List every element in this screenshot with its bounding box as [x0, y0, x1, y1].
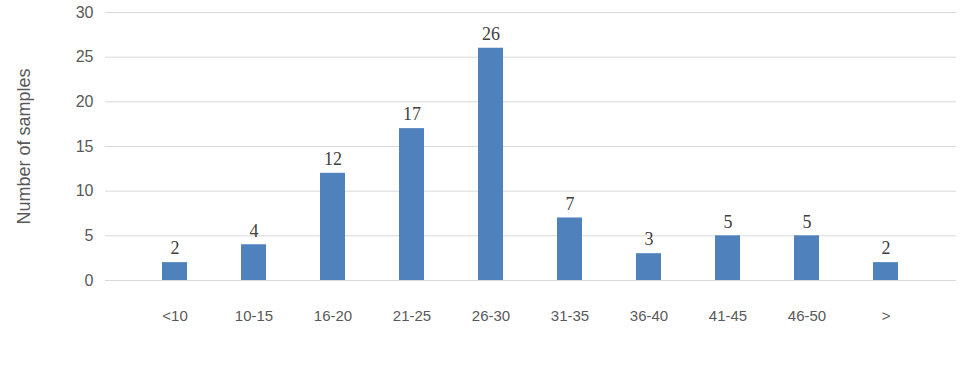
svg-text:21-25: 21-25: [393, 307, 431, 324]
svg-text:12: 12: [324, 149, 342, 169]
svg-text:41-45: 41-45: [709, 307, 747, 324]
svg-text:25: 25: [76, 48, 94, 65]
svg-text:31-35: 31-35: [551, 307, 589, 324]
svg-text:>: >: [882, 307, 891, 324]
svg-text:2: 2: [882, 238, 891, 258]
svg-text:17: 17: [403, 104, 421, 124]
svg-text:5: 5: [85, 227, 94, 244]
svg-text:36-40: 36-40: [630, 307, 668, 324]
svg-text:4: 4: [250, 221, 259, 241]
svg-text:20: 20: [76, 93, 94, 110]
svg-text:Number of samples: Number of samples: [14, 68, 34, 224]
svg-text:5: 5: [803, 212, 812, 232]
svg-text:<10: <10: [162, 307, 187, 324]
svg-text:3: 3: [645, 229, 654, 249]
svg-text:10-15: 10-15: [235, 307, 273, 324]
svg-text:16-20: 16-20: [314, 307, 352, 324]
svg-text:26: 26: [482, 24, 500, 44]
svg-text:26-30: 26-30: [472, 307, 510, 324]
svg-text:7: 7: [566, 194, 575, 214]
svg-text:30: 30: [76, 4, 94, 21]
svg-text:10: 10: [76, 182, 94, 199]
svg-text:2: 2: [171, 238, 180, 258]
svg-text:5: 5: [724, 212, 733, 232]
svg-text:15: 15: [76, 138, 94, 155]
svg-text:0: 0: [85, 272, 94, 289]
svg-text:46-50: 46-50: [788, 307, 826, 324]
